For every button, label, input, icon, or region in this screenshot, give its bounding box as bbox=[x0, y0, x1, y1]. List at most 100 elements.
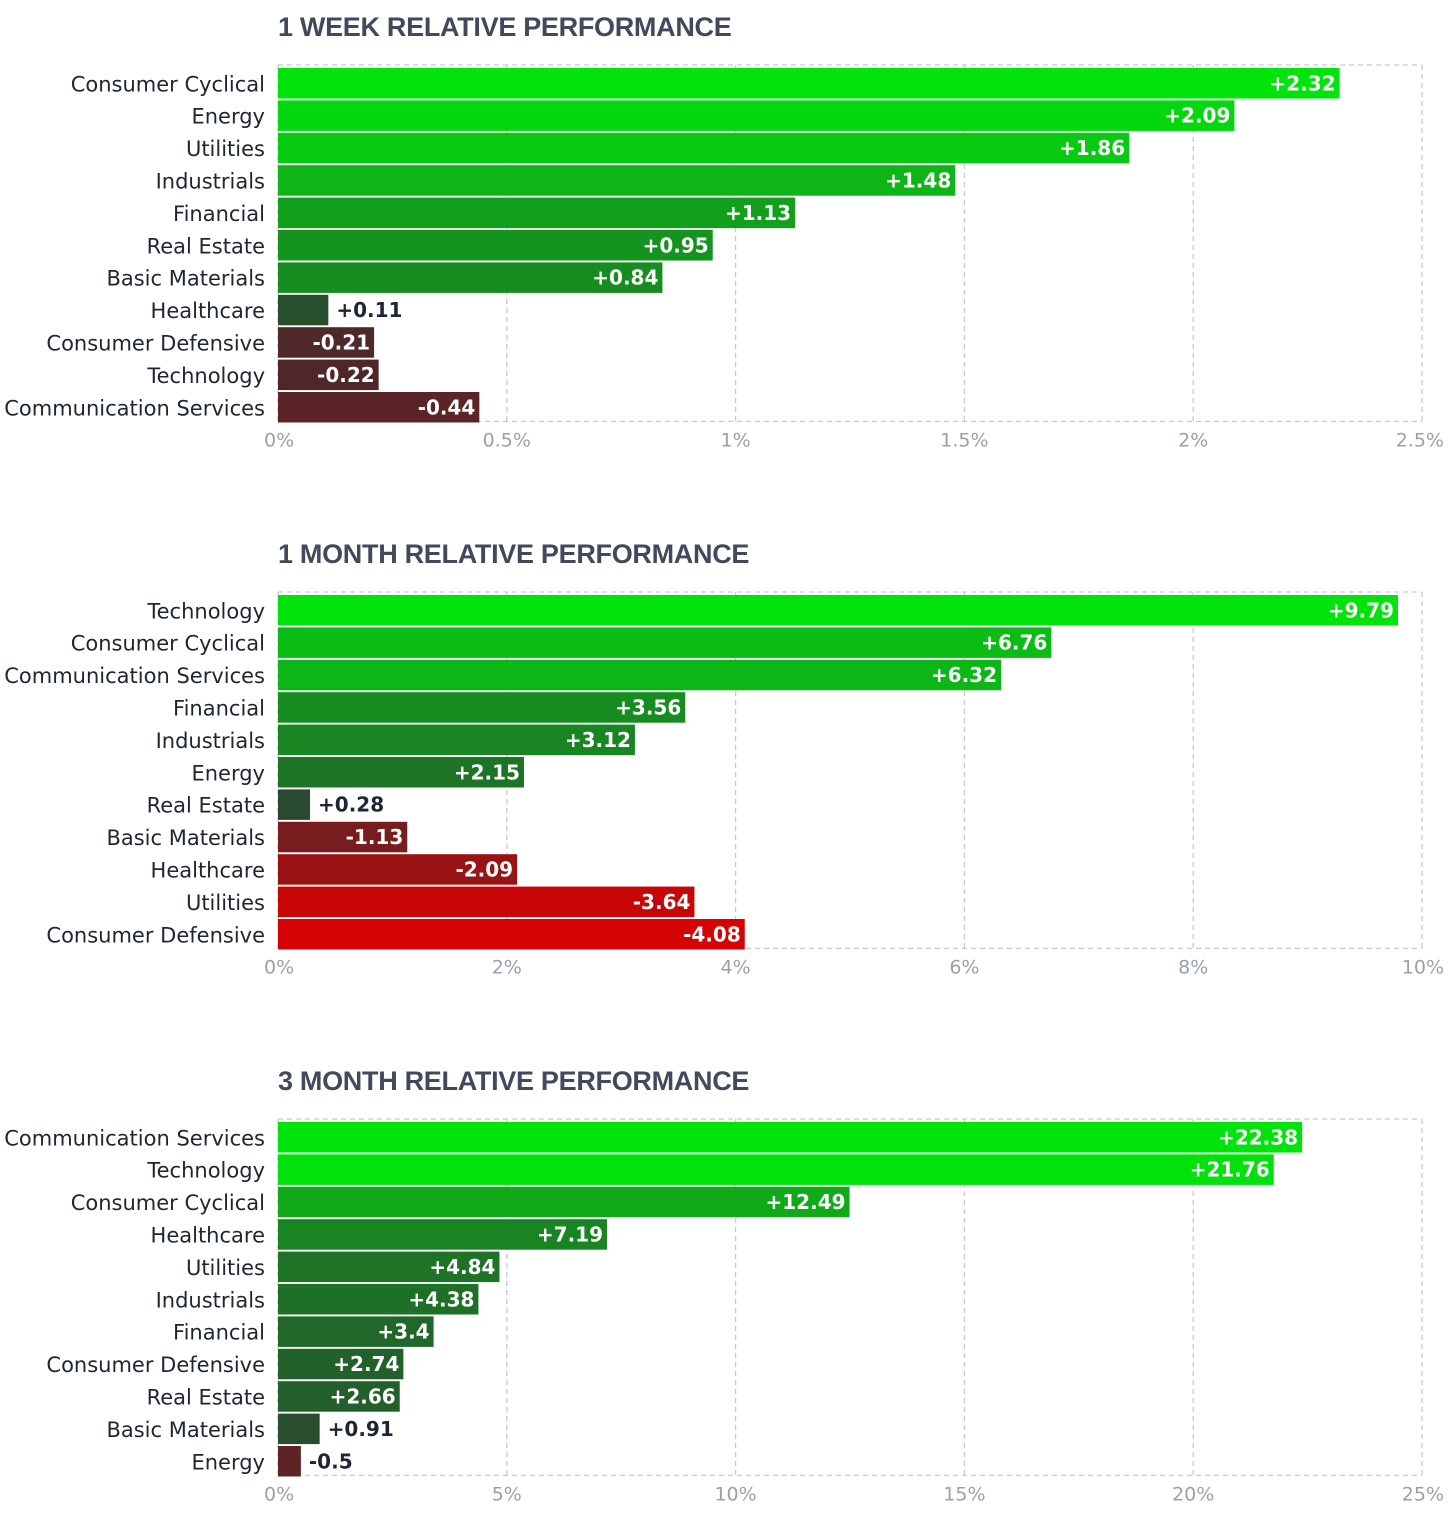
category-label: Utilities bbox=[186, 1256, 265, 1280]
value-label: -3.64 bbox=[633, 890, 691, 914]
bar bbox=[278, 100, 1235, 131]
value-label: +6.32 bbox=[931, 663, 997, 687]
bar bbox=[278, 1219, 608, 1250]
category-label: Communication Services bbox=[4, 664, 265, 688]
value-label: +3.12 bbox=[565, 728, 631, 752]
value-label: -0.21 bbox=[312, 330, 370, 354]
bar bbox=[278, 359, 379, 391]
value-label: +0.91 bbox=[328, 1417, 394, 1441]
category-label: Basic Materials bbox=[106, 267, 265, 291]
category-label: Financial bbox=[173, 1321, 265, 1345]
category-label: Technology bbox=[146, 1159, 265, 1183]
bar bbox=[278, 886, 695, 918]
value-label: -0.22 bbox=[317, 363, 375, 387]
chart-panel-1-month: 1 MONTH RELATIVE PERFORMANCE 0% 2% 4% 6% 8% 1… bbox=[0, 527, 1456, 1007]
value-label: -0.5 bbox=[309, 1449, 353, 1473]
category-label: Communication Services bbox=[4, 1126, 265, 1150]
category-label: Utilities bbox=[186, 891, 265, 915]
chart-panel-1-week: 1 WEEK RELATIVE PERFORMANCE 0% 0.5% 1% 1.5%… bbox=[0, 0, 1456, 480]
bar bbox=[278, 1348, 404, 1380]
chart-title: 3 MONTH RELATIVE PERFORMANCE bbox=[278, 1066, 750, 1096]
x-tick-label: 15% bbox=[943, 1483, 985, 1505]
category-label: Healthcare bbox=[151, 1223, 265, 1247]
x-tick-label: 4% bbox=[721, 956, 751, 978]
category-label: Energy bbox=[191, 761, 265, 785]
bar bbox=[278, 1316, 434, 1347]
value-label: +9.79 bbox=[1328, 598, 1394, 622]
x-tick-label: 0% bbox=[264, 1483, 294, 1505]
bar bbox=[278, 327, 375, 358]
bar bbox=[278, 68, 1340, 99]
x-tick-label: 6% bbox=[949, 956, 979, 978]
bar bbox=[278, 659, 1002, 691]
bar bbox=[278, 197, 796, 229]
category-label: Real Estate bbox=[147, 234, 265, 258]
category-label: Technology bbox=[146, 599, 265, 623]
bar bbox=[278, 627, 1052, 658]
category-label: Consumer Cyclical bbox=[71, 632, 265, 656]
value-label: +2.74 bbox=[333, 1352, 399, 1376]
bar bbox=[278, 789, 311, 820]
category-label: Real Estate bbox=[147, 1385, 265, 1409]
x-tick-label: 2.5% bbox=[1396, 429, 1444, 451]
value-label: +2.09 bbox=[1164, 104, 1230, 128]
category-label: Technology bbox=[146, 364, 265, 388]
value-label: +3.4 bbox=[377, 1320, 429, 1344]
bar bbox=[278, 1446, 301, 1477]
value-label: +4.84 bbox=[429, 1255, 495, 1279]
bar bbox=[278, 230, 713, 261]
bar bbox=[278, 165, 956, 196]
category-label: Consumer Defensive bbox=[46, 1353, 265, 1377]
bar bbox=[278, 1413, 320, 1445]
value-label: -2.09 bbox=[455, 857, 513, 881]
bar bbox=[278, 1251, 500, 1283]
category-label: Industrials bbox=[156, 169, 265, 193]
category-label: Financial bbox=[173, 696, 265, 720]
category-label: Communication Services bbox=[4, 396, 265, 420]
bar bbox=[278, 919, 745, 950]
x-tick-label: 8% bbox=[1178, 956, 1208, 978]
value-label: +3.56 bbox=[615, 695, 681, 719]
bar-chart-1-week: 0% 0.5% 1% 1.5% 2% 2.5% Consumer Cyclical +2.32… bbox=[4, 64, 1444, 451]
value-label: -4.08 bbox=[683, 922, 741, 946]
bar bbox=[278, 595, 1398, 626]
value-label: +1.48 bbox=[885, 168, 951, 192]
category-label: Consumer Cyclical bbox=[71, 72, 265, 96]
bar bbox=[278, 1154, 1274, 1185]
bar bbox=[278, 757, 524, 788]
x-tick-label: 2% bbox=[1178, 429, 1208, 451]
value-label: -0.44 bbox=[418, 395, 476, 419]
bar-chart-1-month: 0% 2% 4% 6% 8% 10% Technology +9.79 Consumer Cyc… bbox=[4, 591, 1444, 978]
chart-title: 1 MONTH RELATIVE PERFORMANCE bbox=[278, 539, 750, 569]
bar bbox=[278, 1186, 850, 1218]
bar bbox=[278, 1122, 1303, 1153]
category-label: Basic Materials bbox=[106, 1418, 265, 1442]
category-label: Consumer Defensive bbox=[46, 923, 265, 947]
x-tick-label: 25% bbox=[1402, 1483, 1444, 1505]
x-tick-label: 1% bbox=[721, 429, 751, 451]
value-label: +21.76 bbox=[1190, 1158, 1270, 1182]
category-label: Healthcare bbox=[151, 858, 265, 882]
value-label: +0.28 bbox=[318, 793, 384, 817]
category-label: Industrials bbox=[156, 729, 265, 753]
x-tick-label: 10% bbox=[714, 1483, 756, 1505]
x-tick-label: 1.5% bbox=[940, 429, 988, 451]
bar bbox=[278, 294, 329, 326]
x-tick-label: 0% bbox=[264, 956, 294, 978]
value-label: +0.95 bbox=[643, 233, 709, 257]
bar bbox=[278, 692, 686, 723]
category-label: Energy bbox=[191, 1450, 265, 1474]
value-label: +12.49 bbox=[766, 1190, 846, 1214]
category-label: Industrials bbox=[156, 1288, 265, 1312]
chart-title: 1 WEEK RELATIVE PERFORMANCE bbox=[278, 12, 732, 42]
value-label: -1.13 bbox=[346, 825, 404, 849]
bar bbox=[278, 262, 663, 293]
value-label: +6.76 bbox=[981, 631, 1047, 655]
value-label: +1.86 bbox=[1059, 136, 1125, 160]
value-label: +1.13 bbox=[725, 201, 791, 225]
x-tick-label: 10% bbox=[1402, 956, 1444, 978]
category-label: Energy bbox=[191, 105, 265, 129]
bar bbox=[278, 1381, 400, 1412]
x-tick-label: 0.5% bbox=[483, 429, 531, 451]
chart-panel-3-month: 3 MONTH RELATIVE PERFORMANCE 0% 5% 10% 15% 2… bbox=[0, 1054, 1456, 1534]
